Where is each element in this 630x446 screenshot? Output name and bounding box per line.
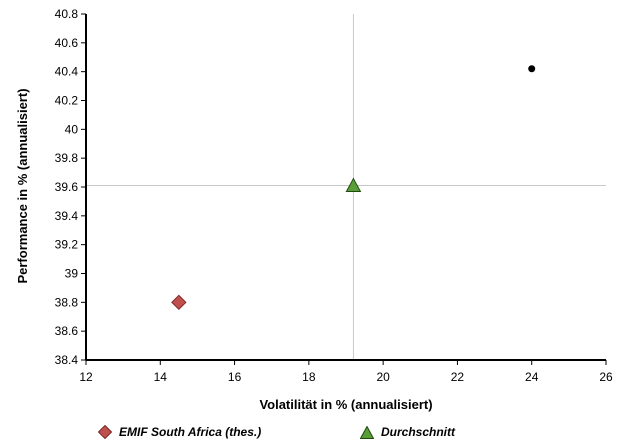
y-axis-title: Performance in % (annualisiert) bbox=[15, 88, 30, 283]
y-tick-label: 40.2 bbox=[55, 94, 79, 108]
x-axis-ticks: 12 14 16 18 20 22 24 26 bbox=[79, 360, 613, 384]
y-tick-label: 38.8 bbox=[55, 295, 79, 309]
y-tick-label: 39 bbox=[65, 267, 79, 281]
axes bbox=[85, 14, 606, 361]
x-tick-label: 12 bbox=[79, 370, 93, 384]
y-tick-label: 40.8 bbox=[55, 7, 79, 21]
y-tick-label: 39.6 bbox=[55, 180, 79, 194]
y-tick-label: 40 bbox=[65, 122, 79, 136]
durchschnitt-point bbox=[345, 177, 362, 193]
scatter-chart: 12 14 16 18 20 22 24 26 38.438.638.83939.239.43… bbox=[15, 7, 613, 412]
x-tick-label: 20 bbox=[376, 370, 390, 384]
reference-lines bbox=[86, 14, 606, 360]
triangle-marker-icon bbox=[360, 425, 374, 439]
x-tick-label: 26 bbox=[599, 370, 613, 384]
x-tick-label: 18 bbox=[302, 370, 316, 384]
data-points bbox=[171, 65, 536, 311]
emif-south-africa-point bbox=[171, 294, 187, 311]
x-tick-label: 24 bbox=[525, 370, 539, 384]
y-tick-label: 39.4 bbox=[55, 209, 79, 223]
black-dot-point bbox=[528, 65, 536, 73]
y-axis-ticks: 38.4 38.6 38.8 39 39.2 39.4 39.6 39.8 40 40.2 40.4… bbox=[55, 7, 86, 367]
x-tick-label: 16 bbox=[228, 370, 242, 384]
y-tick-label: 40.6 bbox=[55, 36, 79, 50]
legend: EMIF South Africa (thes.) Durchschnitt bbox=[0, 425, 630, 445]
legend-label-emif: EMIF South Africa (thes.) bbox=[119, 425, 262, 439]
y-tick-label: 38.4 bbox=[55, 353, 79, 367]
x-tick-label: 22 bbox=[451, 370, 465, 384]
y-tick-label: 39.8 bbox=[55, 151, 79, 165]
legend-item-durchschnitt: Durchschnitt bbox=[360, 425, 455, 439]
diamond-marker-icon bbox=[98, 425, 112, 439]
y-tick-label: 40.4 bbox=[55, 65, 79, 79]
x-axis-title: Volatilität in % (annualisiert) bbox=[259, 397, 432, 412]
y-tick-label: 39.2 bbox=[55, 238, 79, 252]
x-tick-label: 14 bbox=[154, 370, 168, 384]
y-tick-label: 38.6 bbox=[55, 324, 79, 338]
legend-label-durchschnitt: Durchschnitt bbox=[381, 425, 456, 439]
legend-item-emif: EMIF South Africa (thes.) bbox=[98, 425, 261, 439]
